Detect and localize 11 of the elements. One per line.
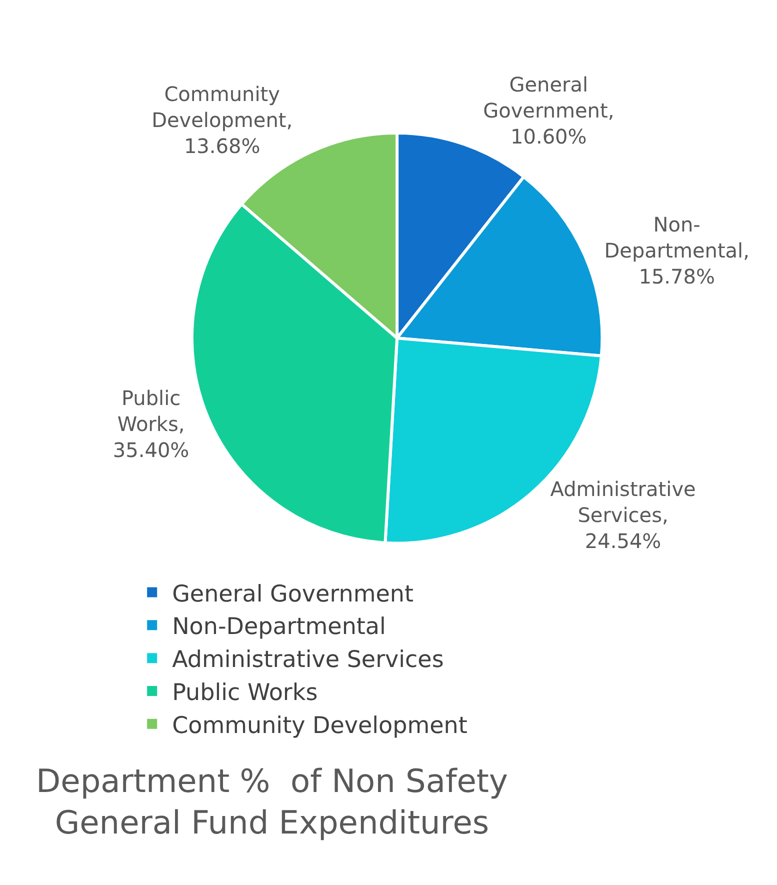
data-label: General Government, 10.60% [483,72,614,148]
data-label: Administrative Services, 24.54% [550,476,696,553]
data-label: Non- Departmental, 15.78% [604,212,750,288]
text: Department % of Non Safety General Fund Expenditures [36,762,508,842]
data-label: Community Development, 13.68% [152,82,293,158]
legend-label: Public Works [172,680,318,706]
data-label: Public Works, 35.40% [112,386,190,462]
legend-label: Community Development [172,712,468,739]
legend-label: Non-Departmental [172,614,386,640]
legend-label: General Government [172,581,414,608]
legend-label: Administrative Services [172,647,444,674]
